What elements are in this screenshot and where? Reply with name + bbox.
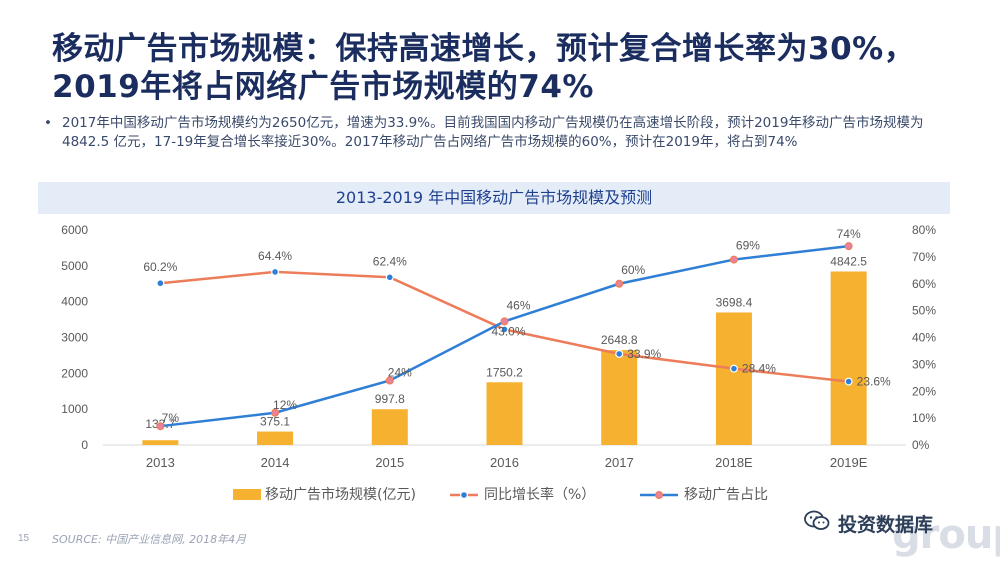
chart-title-bar (38, 182, 950, 214)
legend-swatch-bar (233, 489, 261, 500)
page-number: 15 (18, 533, 30, 544)
y-left-tick-label: 3000 (61, 331, 88, 345)
share-data-label: 12% (273, 398, 297, 412)
x-tick-label: 2017 (605, 455, 634, 470)
bar (371, 409, 408, 445)
logo-ghost-text: group (892, 512, 1000, 558)
legend-label-growth: 同比增长率（%） (484, 486, 595, 503)
logo-text: 投资数据库 (838, 514, 934, 536)
share-data-label: 7% (162, 411, 180, 425)
y-right-tick-label: 50% (912, 304, 936, 318)
share-data-label: 69% (736, 239, 760, 253)
bar (142, 440, 179, 445)
bar-data-label: 375.1 (260, 415, 290, 429)
share-point (271, 408, 280, 417)
y-left-tick-label: 1000 (61, 402, 88, 416)
share-data-label: 60% (621, 263, 645, 277)
chart-container: 2013-2019 年中国移动广告市场规模及预测 0 1000 2000 3000 40… (38, 182, 950, 522)
bar-data-label: 4842.5 (830, 254, 867, 268)
growth-rate-point (844, 377, 853, 386)
share-point (385, 376, 394, 385)
bar (257, 431, 294, 445)
growth-rate-data-label: 33.9% (627, 347, 661, 361)
share-data-label: 24% (388, 366, 412, 380)
growth-rate-point (156, 279, 165, 288)
growth-rate-point (500, 325, 509, 334)
share-point (500, 317, 509, 326)
chart-title: 2013-2019 年中国移动广告市场规模及预测 (335, 188, 653, 207)
share-point (615, 279, 624, 288)
x-tick-label: 2013 (146, 455, 175, 470)
bar-data-label: 997.8 (375, 392, 405, 406)
y-right-tick-label: 70% (912, 250, 936, 264)
bar (601, 350, 638, 445)
y-right-tick-label: 40% (912, 331, 936, 345)
bar (486, 382, 523, 445)
y-right-tick-label: 60% (912, 277, 936, 291)
summary-text: 2017年中国移动广告市场规模约为2650亿元，增速为33.9%。目前我国国内移… (62, 115, 924, 150)
share-data-label: 46% (506, 298, 530, 312)
y-right-tick-label: 30% (912, 357, 936, 371)
x-tick-label: 2018E (715, 455, 753, 470)
bar-data-label: 1750.2 (486, 365, 523, 379)
share-point (729, 255, 738, 264)
y-left-tick-label: 0 (81, 438, 88, 452)
x-tick-label: 2014 (261, 455, 290, 470)
y-right-tick-label: 80% (912, 223, 936, 237)
y-right-tick-label: 20% (912, 384, 936, 398)
y-right-tick-label: 0% (912, 438, 930, 452)
growth-rate-point (271, 267, 280, 276)
x-tick-label: 2016 (490, 455, 519, 470)
page-title: 移动广告市场规模：保持高速增长，预计复合增长率为30%，2019年将占网络广告市… (52, 31, 916, 105)
growth-rate-point (385, 273, 394, 282)
share-point (156, 422, 165, 431)
growth-rate-data-label: 43.0% (491, 324, 525, 338)
y-left-tick-label: 4000 (61, 295, 88, 309)
bar (715, 312, 752, 445)
wechat-icon (804, 510, 830, 530)
growth-rate-data-label: 23.6% (857, 375, 891, 389)
y-left-tick-label: 2000 (61, 366, 88, 380)
summary-bullet: • 2017年中国移动广告市场规模约为2650亿元，增速为33.9%。目前我国国… (44, 114, 954, 152)
share-point (844, 242, 853, 251)
x-tick-label: 2015 (375, 455, 404, 470)
growth-rate-point (615, 349, 624, 358)
legend-label-bar: 移动广告市场规模(亿元) (265, 486, 416, 503)
bullet-mark: • (44, 115, 52, 131)
legend-label-share: 移动广告占比 (684, 487, 768, 503)
bar-data-label: 3698.4 (716, 295, 753, 309)
growth-rate-data-label: 28.4% (742, 362, 776, 376)
y-right-tick-label: 10% (912, 411, 936, 425)
growth-rate-data-label: 64.4% (258, 249, 292, 263)
growth-rate-point (729, 364, 738, 373)
source-note: SOURCE: 中国产业信息网, 2018年4月 (52, 533, 247, 546)
growth-rate-data-label: 62.4% (373, 254, 407, 268)
x-tick-label: 2019E (830, 455, 868, 470)
bar-data-label: 2648.8 (601, 333, 638, 347)
y-left-tick-label: 5000 (61, 259, 88, 273)
combo-chart: 0 1000 2000 3000 4000 5000 6000 0% 10% 20% 30% 40% 5… (61, 223, 936, 503)
legend-swatch-growth-marker (460, 491, 469, 500)
growth-rate-data-label: 60.2% (143, 260, 177, 274)
bar (830, 271, 867, 445)
share-data-label: 74% (837, 227, 861, 241)
watermark-logo: group 投资数据库 (800, 502, 1000, 558)
y-left-tick-label: 6000 (61, 223, 88, 237)
legend-swatch-share-marker (654, 491, 663, 500)
